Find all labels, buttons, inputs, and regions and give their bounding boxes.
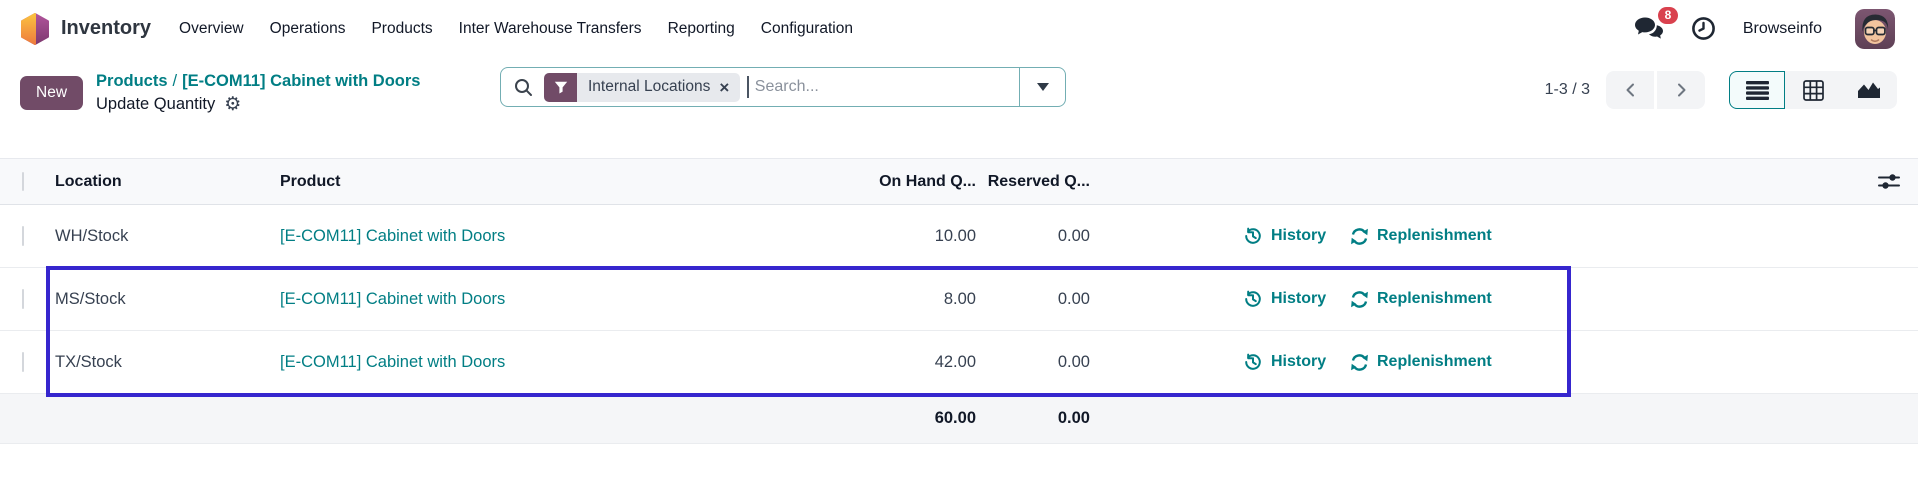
on-hand-cell[interactable]: 42.00 — [934, 352, 976, 371]
breadcrumb-current-link[interactable]: [E-COM11] Cabinet with Doors — [182, 72, 421, 90]
view-pivot-button[interactable] — [1785, 71, 1841, 109]
replenishment-label: Replenishment — [1377, 353, 1492, 370]
caret-down-icon — [1036, 83, 1049, 91]
on-hand-cell[interactable]: 10.00 — [934, 226, 976, 245]
messages-count-badge: 8 — [1658, 7, 1678, 24]
text-cursor — [747, 76, 749, 98]
history-label: History — [1271, 353, 1327, 370]
history-icon — [1244, 290, 1262, 308]
messages-button[interactable]: 8 — [1634, 7, 1678, 41]
location-cell[interactable]: WH/Stock — [55, 226, 129, 245]
pager-previous-button[interactable] — [1606, 71, 1654, 109]
location-cell[interactable]: MS/Stock — [55, 289, 126, 308]
column-header-location[interactable]: Location — [55, 172, 122, 190]
control-bar: New Products / [E-COM11] Cabinet with Door… — [0, 57, 1918, 158]
column-header-on-hand[interactable]: On Hand Q... — [879, 172, 976, 190]
history-button[interactable]: History — [1244, 290, 1351, 308]
search-bar: Internal Locations × — [500, 67, 1066, 107]
filter-funnel-icon[interactable] — [544, 72, 577, 102]
product-link[interactable]: [E-COM11] Cabinet with Doors — [280, 289, 506, 308]
optional-columns-icon[interactable] — [1878, 173, 1918, 190]
row-checkbox[interactable] — [22, 351, 24, 372]
nav-item-overview[interactable]: Overview — [179, 19, 244, 37]
pager-next-button[interactable] — [1657, 71, 1705, 109]
graph-view-icon — [1857, 81, 1881, 99]
refresh-icon — [1351, 290, 1368, 308]
table-row[interactable]: MS/Stock [E-COM11] Cabinet with Doors 8.… — [0, 268, 1918, 331]
view-graph-button[interactable] — [1841, 71, 1897, 109]
breadcrumb-products-link[interactable]: Products — [96, 72, 168, 90]
remove-filter-icon[interactable]: × — [719, 77, 730, 97]
total-on-hand: 60.00 — [934, 409, 976, 427]
replenishment-button[interactable]: Replenishment — [1351, 353, 1567, 371]
chat-bubbles-icon — [1634, 16, 1664, 41]
gear-icon[interactable]: ⚙ — [224, 94, 242, 115]
replenishment-button[interactable]: Replenishment — [1351, 227, 1567, 245]
select-all-checkbox[interactable] — [22, 171, 24, 191]
app-name[interactable]: Inventory — [61, 17, 152, 39]
row-checkbox[interactable] — [22, 225, 24, 246]
nav-item-products[interactable]: Products — [371, 19, 433, 37]
search-icon — [514, 78, 533, 97]
activity-clock-icon[interactable] — [1691, 16, 1716, 41]
column-header-product[interactable]: Product — [280, 172, 341, 190]
product-link[interactable]: [E-COM11] Cabinet with Doors — [280, 226, 506, 245]
filter-chip-label: Internal Locations — [588, 78, 711, 95]
pivot-view-icon — [1802, 79, 1824, 101]
row-checkbox[interactable] — [22, 288, 24, 309]
new-button[interactable]: New — [20, 76, 84, 110]
on-hand-cell[interactable]: 8.00 — [943, 289, 976, 308]
breadcrumb: Products / [E-COM11] Cabinet with Doors Up… — [96, 69, 420, 116]
search-input[interactable] — [748, 78, 1019, 96]
pager-range: 1-3 / 3 — [1544, 81, 1590, 98]
history-button[interactable]: History — [1244, 353, 1351, 371]
page-title: Update Quantity — [96, 95, 216, 113]
view-switcher — [1729, 71, 1897, 109]
table-totals-row: 60.00 0.00 — [0, 394, 1918, 444]
history-button[interactable]: History — [1244, 227, 1351, 245]
reserved-cell[interactable]: 0.00 — [1057, 289, 1090, 308]
location-cell[interactable]: TX/Stock — [55, 352, 122, 371]
nav-item-operations[interactable]: Operations — [269, 19, 346, 37]
nav-item-configuration[interactable]: Configuration — [760, 19, 853, 37]
history-icon — [1244, 227, 1262, 245]
breadcrumb-separator: / — [172, 72, 178, 90]
search-dropdown-toggle[interactable] — [1019, 68, 1065, 106]
history-label: History — [1271, 290, 1327, 307]
history-label: History — [1271, 227, 1327, 244]
column-header-reserved[interactable]: Reserved Q... — [987, 172, 1090, 190]
refresh-icon — [1351, 227, 1368, 245]
replenishment-label: Replenishment — [1377, 290, 1492, 307]
reserved-cell[interactable]: 0.00 — [1057, 352, 1090, 371]
replenishment-button[interactable]: Replenishment — [1351, 290, 1567, 308]
nav-item-reporting[interactable]: Reporting — [667, 19, 735, 37]
product-link[interactable]: [E-COM11] Cabinet with Doors — [280, 352, 506, 371]
chevron-right-icon — [1674, 82, 1689, 98]
table-row[interactable]: TX/Stock [E-COM11] Cabinet with Doors 42… — [0, 331, 1918, 394]
list-view-icon — [1745, 80, 1769, 100]
reserved-cell[interactable]: 0.00 — [1057, 226, 1090, 245]
inventory-app-icon[interactable] — [20, 12, 50, 45]
filter-chip-internal-locations: Internal Locations × — [544, 72, 741, 102]
nav-item-inter-warehouse-transfers[interactable]: Inter Warehouse Transfers — [458, 19, 642, 37]
refresh-icon — [1351, 353, 1368, 371]
table-header-row: Location Product On Hand Q... Reserved Q… — [0, 158, 1918, 205]
locations-table: Location Product On Hand Q... Reserved Q… — [0, 158, 1918, 444]
top-navbar: Inventory Overview Operations Products I… — [0, 0, 1918, 57]
replenishment-label: Replenishment — [1377, 227, 1492, 244]
table-row[interactable]: WH/Stock [E-COM11] Cabinet with Doors 10… — [0, 205, 1918, 268]
user-menu[interactable]: Browseinfo — [1742, 19, 1822, 37]
history-icon — [1244, 353, 1262, 371]
user-avatar[interactable] — [1855, 8, 1895, 49]
total-reserved: 0.00 — [1057, 409, 1090, 427]
view-list-button[interactable] — [1729, 71, 1785, 109]
chevron-left-icon — [1623, 82, 1638, 98]
main-menu: Overview Operations Products Inter Wareh… — [179, 20, 853, 38]
